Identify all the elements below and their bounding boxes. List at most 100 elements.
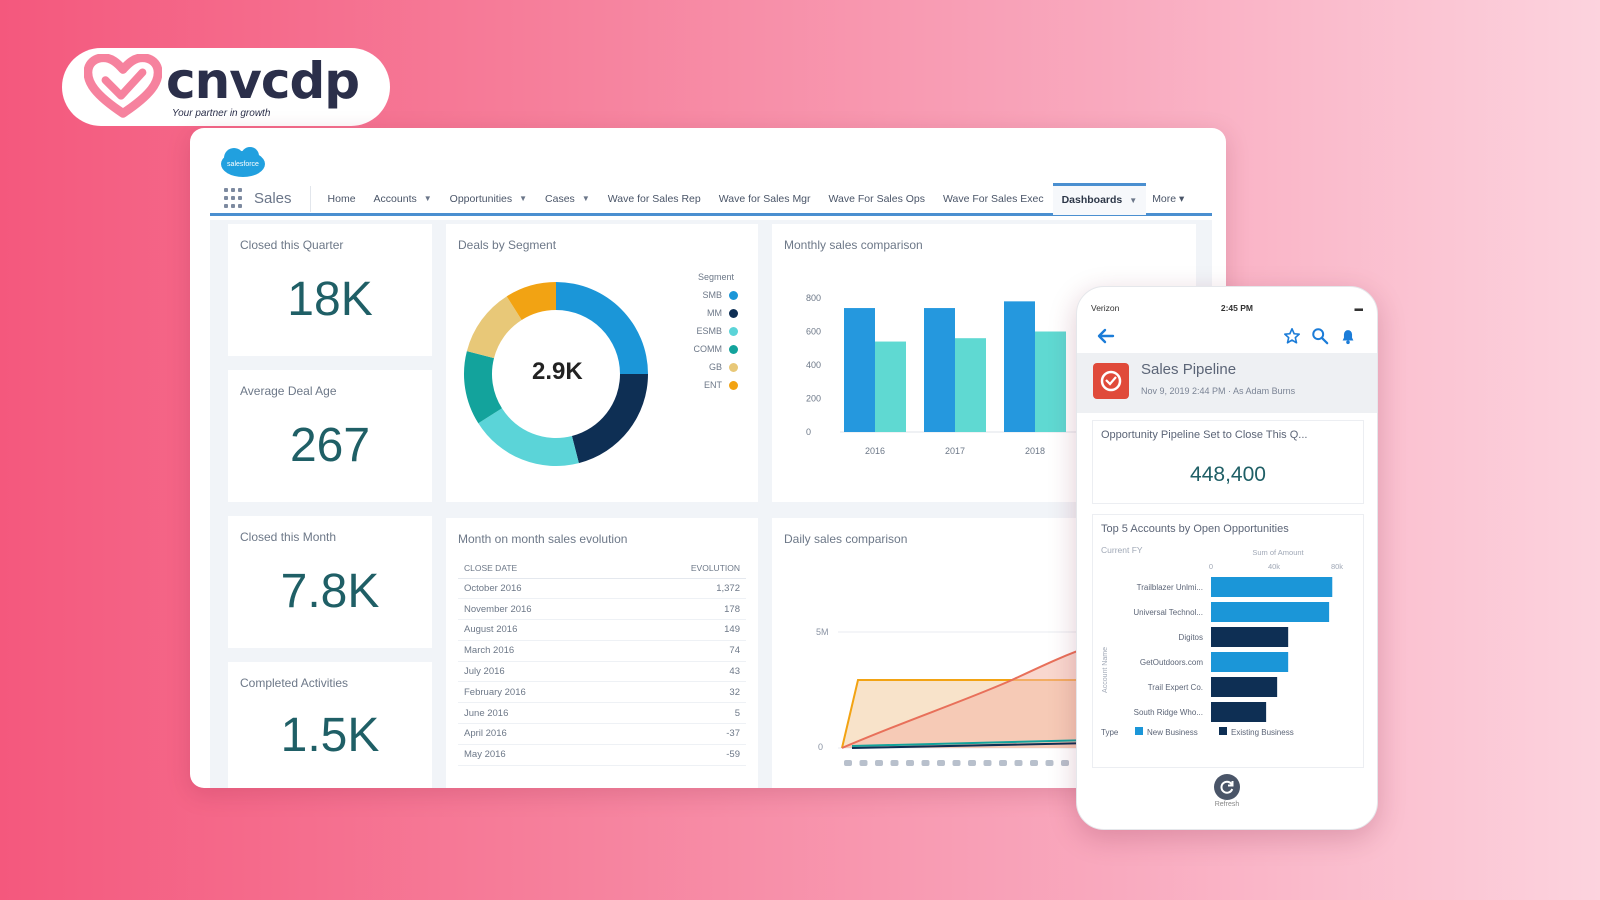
y-tick-label: 400 bbox=[806, 360, 821, 370]
table-row[interactable]: March 2016 74 bbox=[458, 640, 746, 662]
metric-card[interactable]: Closed this Quarter 18K bbox=[228, 224, 432, 356]
bar-2018-series-2 bbox=[1035, 331, 1066, 432]
legend-title: Type bbox=[1101, 728, 1119, 737]
desktop-dashboard: salesforce Sales Home Accounts ▼ Opportun… bbox=[190, 128, 1226, 788]
star-icon[interactable] bbox=[1283, 327, 1301, 345]
legend-item[interactable]: MM bbox=[668, 308, 738, 318]
evolution-cell: 178 bbox=[622, 598, 746, 621]
x-tick-mark bbox=[952, 760, 961, 766]
x-tick-label: 80k bbox=[1331, 562, 1343, 571]
heart-logo-icon bbox=[84, 54, 162, 118]
dashboard-body: Closed this Quarter 18K Average Deal Age… bbox=[210, 220, 1212, 788]
x-tick-mark bbox=[1030, 760, 1038, 766]
mobile-device: Verizon 2:45 PM ▬ Sales Pipeline Nov 9, … bbox=[1076, 286, 1378, 830]
sales-evolution-card[interactable]: Month on month sales evolution CLOSE DAT… bbox=[446, 518, 758, 788]
legend-item[interactable]: COMM bbox=[668, 344, 738, 354]
dashboard-record-icon bbox=[1093, 363, 1129, 399]
metric-value: 267 bbox=[289, 419, 371, 472]
x-axis-title: Sum of Amount bbox=[1252, 548, 1304, 557]
donut-slice-mm bbox=[571, 374, 648, 464]
x-axis-ticks bbox=[844, 760, 1085, 766]
y-tick-label: 0 bbox=[806, 427, 811, 437]
nav-wave-sales-mgr[interactable]: Wave for Sales Mgr bbox=[718, 192, 811, 205]
legend-label: GB bbox=[708, 362, 722, 372]
line-series-navy bbox=[851, 742, 1092, 749]
brand-name: cnvcdp bbox=[166, 52, 360, 110]
donut-slice-esmb bbox=[478, 408, 579, 466]
x-tick-mark bbox=[844, 760, 852, 766]
legend-item[interactable]: ENT bbox=[668, 380, 738, 390]
legend-item[interactable]: ESMB bbox=[668, 326, 738, 336]
x-tick-mark bbox=[968, 760, 976, 766]
nav-wave-sales-rep[interactable]: Wave for Sales Rep bbox=[607, 192, 701, 205]
metric-card[interactable]: Average Deal Age 267 bbox=[228, 370, 432, 502]
legend-swatch bbox=[729, 380, 738, 390]
column-header[interactable]: CLOSE DATE bbox=[458, 558, 623, 579]
app-launcher-icon[interactable] bbox=[224, 187, 246, 210]
chevron-down-icon: ▼ bbox=[519, 194, 528, 203]
table-row[interactable]: May 2016 -59 bbox=[458, 744, 746, 766]
chevron-down-icon: ▼ bbox=[581, 194, 590, 203]
table-row[interactable]: July 2016 43 bbox=[458, 661, 746, 683]
account-bar bbox=[1211, 652, 1289, 672]
x-tick-label: 2017 bbox=[945, 446, 965, 456]
evolution-cell: 43 bbox=[622, 661, 746, 683]
metric-card[interactable]: Closed this Month 7.8K bbox=[228, 516, 432, 648]
table-row[interactable]: November 2016 178 bbox=[458, 598, 746, 621]
top-accounts-card[interactable]: Top 5 Accounts by Open Opportunities Cur… bbox=[1093, 515, 1363, 767]
account-bar bbox=[1211, 627, 1289, 647]
table-row[interactable]: April 2016 -37 bbox=[458, 723, 746, 745]
bar-2016-series-2 bbox=[875, 341, 906, 432]
legend-item[interactable]: GB bbox=[668, 362, 738, 372]
legend-item[interactable]: SMB bbox=[668, 290, 738, 300]
nav-accounts[interactable]: Accounts ▼ bbox=[373, 192, 432, 205]
metric-title: Closed this Quarter bbox=[240, 238, 344, 252]
evolution-cell: 74 bbox=[622, 640, 746, 662]
metric-value: 7.8K bbox=[280, 565, 380, 618]
nav-wave-sales-ops[interactable]: Wave For Sales Ops bbox=[828, 192, 926, 205]
app-nav-bar: Sales Home Accounts ▼ Opportunities ▼ Case… bbox=[210, 182, 1212, 216]
y-axis-title: Account Name bbox=[1102, 647, 1109, 693]
table-row[interactable]: February 2016 32 bbox=[458, 681, 746, 704]
search-icon[interactable] bbox=[1311, 327, 1329, 345]
metric-title: Closed this Month bbox=[240, 530, 337, 544]
x-tick-mark bbox=[859, 760, 868, 766]
table-row[interactable]: June 2016 5 bbox=[458, 702, 746, 725]
nav-more[interactable]: More ▾ bbox=[1152, 192, 1185, 205]
deals-by-segment-card[interactable]: Deals by Segment 2.9K Segment SMB MM ESMB C… bbox=[446, 224, 758, 502]
account-label: South Ridge Who... bbox=[1134, 708, 1203, 717]
metric-title: Completed Activities bbox=[240, 676, 349, 690]
donut-slice-ent bbox=[506, 282, 556, 320]
bar-2017-series-2 bbox=[955, 338, 986, 432]
nav-opportunities[interactable]: Opportunities ▼ bbox=[449, 192, 528, 205]
table-row[interactable]: October 2016 1,372 bbox=[458, 578, 746, 600]
nav-dashboards[interactable]: Dashboards ▼ bbox=[1052, 182, 1147, 215]
nav-wave-sales-exec[interactable]: Wave For Sales Exec bbox=[943, 192, 1044, 205]
y-tick-label: 0 bbox=[818, 742, 823, 752]
record-header: Sales Pipeline Nov 9, 2019 2:44 PM · As … bbox=[1077, 353, 1377, 413]
legend-label: New Business bbox=[1147, 728, 1198, 737]
close-date-cell: April 2016 bbox=[458, 723, 623, 745]
legend-swatch bbox=[1135, 727, 1143, 735]
close-date-cell: August 2016 bbox=[458, 619, 623, 641]
legend-swatch bbox=[729, 326, 738, 336]
x-tick-mark bbox=[983, 760, 992, 766]
close-date-cell: July 2016 bbox=[458, 661, 623, 683]
evolution-table: CLOSE DATE EVOLUTION October 2016 1,372 No… bbox=[458, 558, 746, 766]
x-tick-mark bbox=[1061, 760, 1069, 766]
metric-card[interactable]: Completed Activities 1.5K bbox=[228, 662, 432, 788]
table-header-row: CLOSE DATE EVOLUTION bbox=[458, 558, 746, 579]
table-row[interactable]: August 2016 149 bbox=[458, 619, 746, 641]
pipeline-metric-card[interactable]: Opportunity Pipeline Set to Close This Q… bbox=[1093, 421, 1363, 503]
nav-home[interactable]: Home bbox=[327, 192, 356, 205]
refresh-icon[interactable] bbox=[1213, 773, 1241, 801]
y-tick-label: 5M bbox=[816, 627, 829, 637]
legend-label: Existing Business bbox=[1231, 728, 1294, 737]
back-arrow-icon[interactable] bbox=[1095, 325, 1117, 347]
notification-bell-icon[interactable] bbox=[1339, 327, 1357, 345]
donut-chart bbox=[464, 282, 648, 466]
bar-2016-series-1 bbox=[844, 308, 875, 432]
nav-cases[interactable]: Cases ▼ bbox=[545, 192, 590, 205]
column-header[interactable]: EVOLUTION bbox=[622, 558, 746, 579]
legend-label: COMM bbox=[693, 344, 723, 354]
